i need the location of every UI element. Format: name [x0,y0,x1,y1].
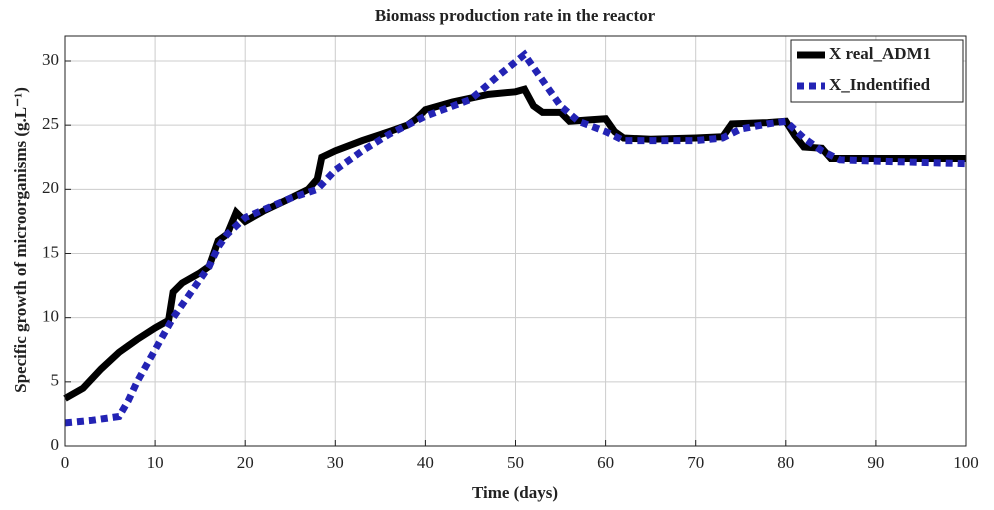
y-tick-label: 0 [51,435,60,454]
series-line [63,85,966,402]
x-tick-label: 30 [327,453,344,472]
y-tick-label: 30 [42,50,59,69]
x-tick-label: 50 [507,453,524,472]
y-tick-label: 10 [42,307,59,326]
x-tick-label: 20 [237,453,254,472]
y-axis-label: Specific growth of microorganisms (g.L⁻¹… [11,87,30,393]
x-tick-label: 100 [953,453,979,472]
x-tick-label: 10 [147,453,164,472]
y-tick-label: 5 [51,371,60,390]
plot-frame [64,35,967,447]
x-tick-label: 0 [61,453,70,472]
series-line [64,49,967,427]
x-tick-label: 40 [417,453,434,472]
chart-title: Biomass production rate in the reactor [375,6,656,25]
x-tick-label: 80 [777,453,794,472]
x-tick-label: 60 [597,453,614,472]
x-axis-label: Time (days) [472,483,558,502]
y-tick-label: 25 [42,114,59,133]
x-tick-label: 90 [867,453,884,472]
legend-label: X real_ADM1 [829,44,931,63]
y-tick-label: 20 [42,178,59,197]
y-tick-label: 15 [42,242,59,261]
legend-label: X_Indentified [829,75,931,94]
x-tick-label: 70 [687,453,704,472]
legend-box [790,39,964,103]
